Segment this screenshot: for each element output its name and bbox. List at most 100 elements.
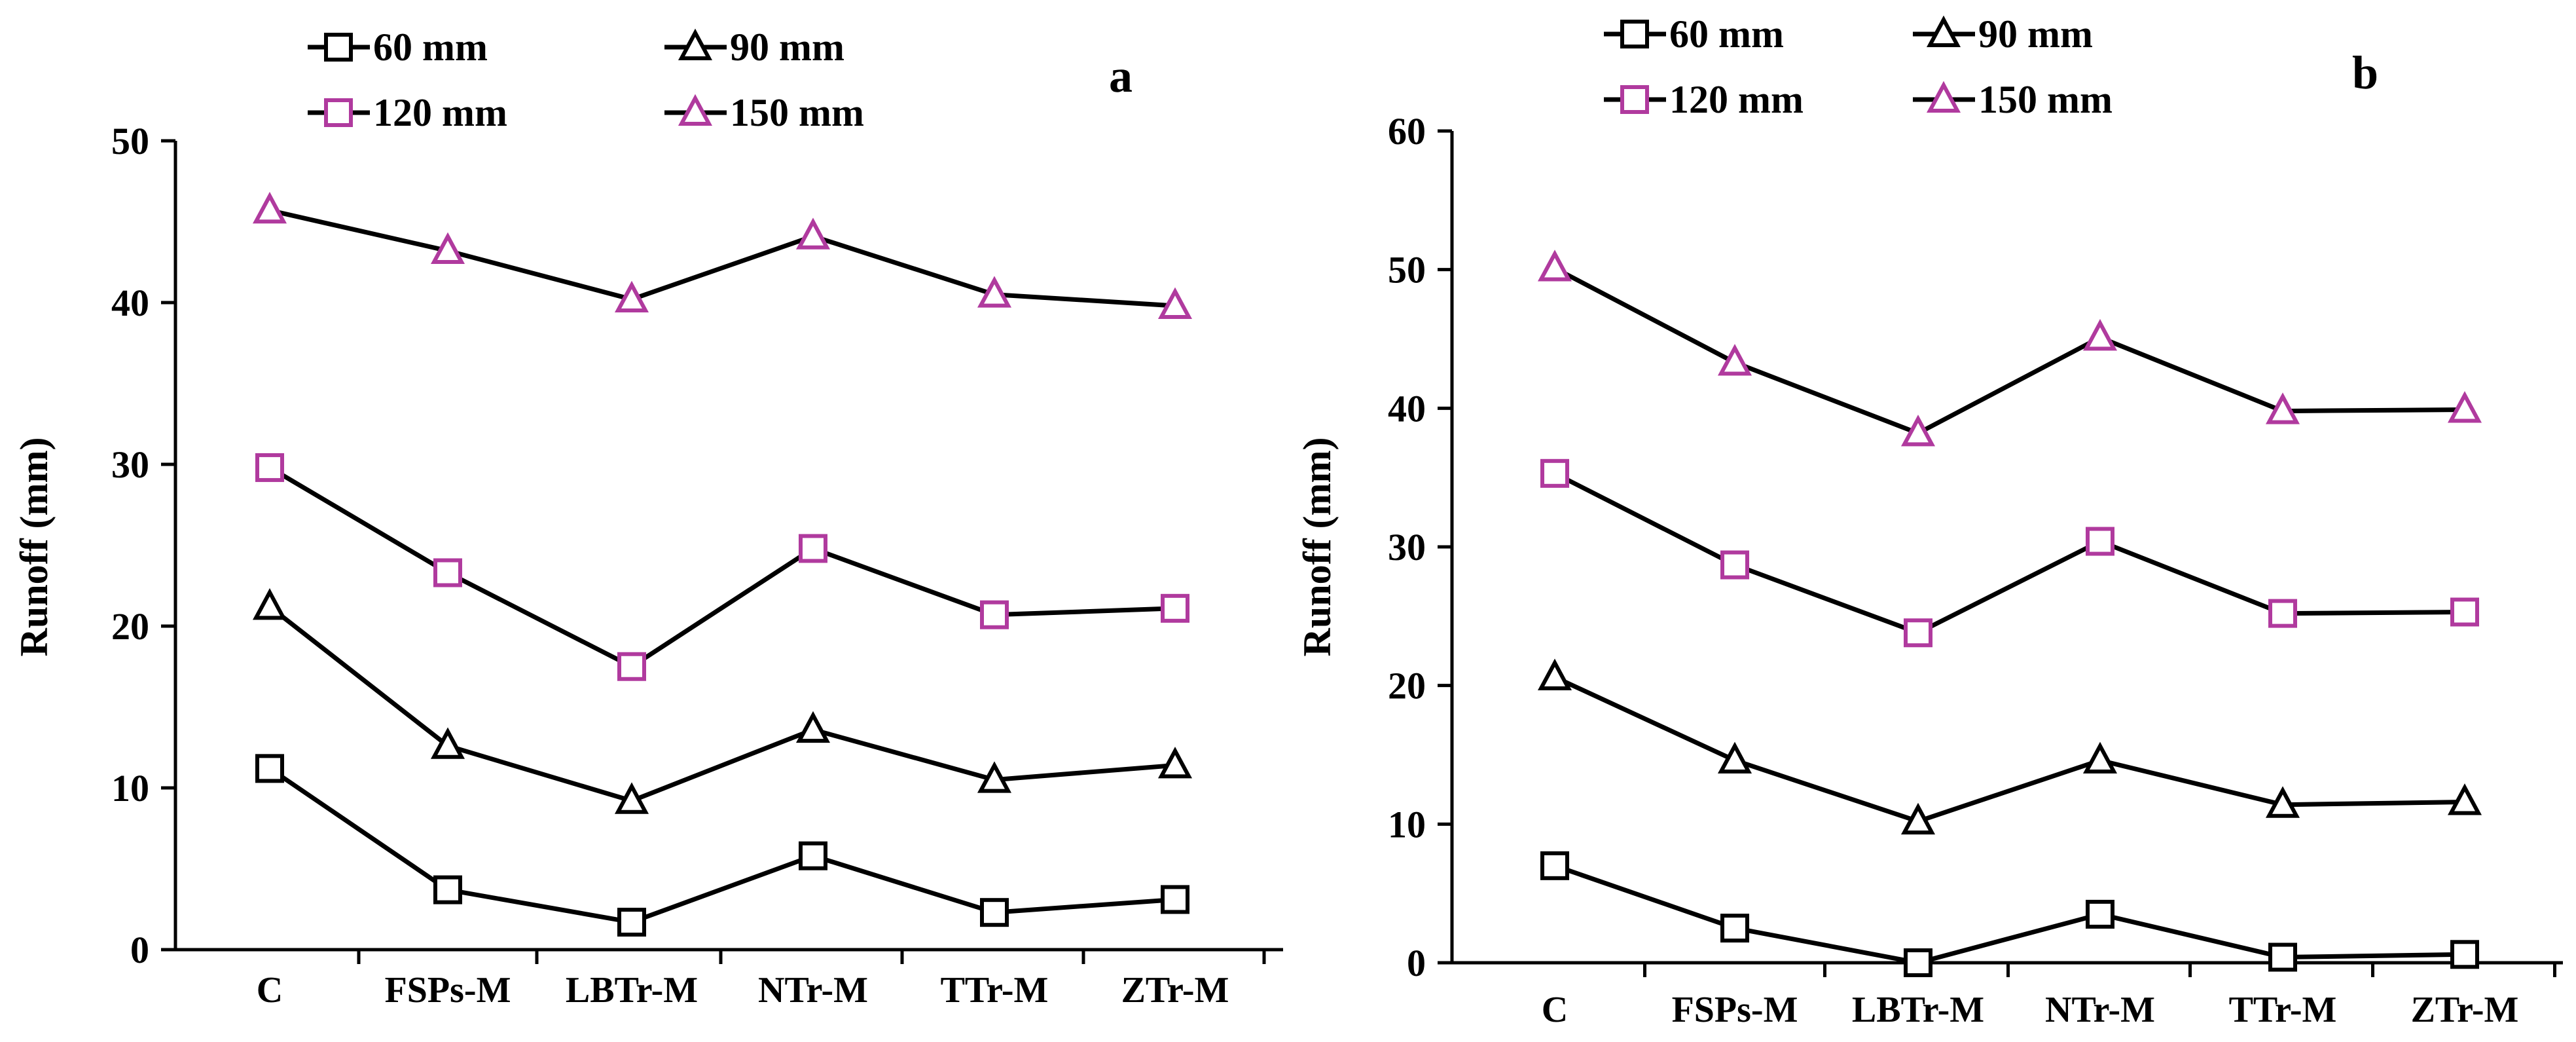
y-tick-label: 40 <box>111 282 149 324</box>
data-point-60-mm <box>799 841 827 870</box>
data-point-150-mm <box>2265 392 2300 424</box>
x-tick-label: NTr-M <box>2045 990 2155 1030</box>
series-line-120-mm <box>1553 471 2465 635</box>
chart-panel-b: 0 10 20 30 40 50 60 C FSPs-M LBTr-M NTr-M TTr-M ZTr-… <box>1296 12 2563 1030</box>
data-point-120-mm <box>799 534 827 563</box>
data-point-120-mm <box>1904 618 1932 648</box>
data-point-150-mm <box>2447 391 2482 423</box>
y-tick-label: 30 <box>111 443 149 486</box>
y-tick-label: 40 <box>1388 387 1426 430</box>
y-tick-label: 0 <box>130 929 149 971</box>
data-point-90-mm <box>614 782 649 814</box>
y-tick-label: 60 <box>1388 110 1426 153</box>
series-line-90-mm <box>1553 675 2465 824</box>
data-point-150-mm <box>1537 250 1572 282</box>
y-tick-label: 30 <box>1388 526 1426 568</box>
series-line-60-mm <box>268 766 1176 925</box>
legend-label: 60 mm <box>1669 12 1784 56</box>
data-point-90-mm <box>1717 741 1752 773</box>
y-tick-label: 20 <box>1388 665 1426 707</box>
data-point-150-mm <box>795 217 831 250</box>
y-tick-label: 0 <box>1407 942 1426 984</box>
data-point-120-mm <box>2268 599 2297 628</box>
data-point-60-mm <box>1904 948 1932 977</box>
y-axis-label: Runoff (mm) <box>12 437 56 657</box>
data-point-60-mm <box>2086 899 2114 929</box>
data-point-150-mm <box>430 232 465 264</box>
data-point-120-mm <box>433 558 462 587</box>
y-tick-label: 10 <box>1388 803 1426 846</box>
x-tick-label: FSPs-M <box>385 970 511 1011</box>
data-point-150-mm <box>1157 287 1193 319</box>
data-point-60-mm <box>433 875 462 904</box>
data-point-120-mm <box>617 652 646 681</box>
data-point-90-mm <box>977 761 1012 793</box>
data-point-150-mm <box>252 191 287 224</box>
legend-marker <box>678 28 713 60</box>
chart-panel-a: 0 10 20 30 40 50 C FSPs-M LBTr-M NTr-M TTr-M ZTr-M R… <box>12 26 1283 1011</box>
data-point-90-mm <box>1900 802 1936 835</box>
legend-marker <box>1620 85 1649 114</box>
data-point-90-mm <box>795 711 831 743</box>
series-line-150-mm <box>1553 266 2465 436</box>
data-point-90-mm <box>1537 658 1572 690</box>
x-tick-label: TTr-M <box>941 970 1049 1011</box>
x-tick-label: LBTr-M <box>566 970 698 1011</box>
y-tick-label: 20 <box>111 605 149 648</box>
data-point-60-mm <box>255 754 284 783</box>
data-point-120-mm <box>1540 458 1569 488</box>
data-point-150-mm <box>1900 415 1936 447</box>
legend-label: 90 mm <box>1978 12 2093 56</box>
x-tick-label: C <box>1542 990 1568 1030</box>
x-tick-label: FSPs-M <box>1672 990 1798 1030</box>
legend-marker <box>1620 20 1649 48</box>
data-point-60-mm <box>980 898 1009 927</box>
data-point-90-mm <box>2265 786 2300 818</box>
data-point-60-mm <box>1720 914 1749 943</box>
legend-marker <box>678 94 713 126</box>
series-line-60-mm <box>1553 863 2465 965</box>
x-tick-label: LBTr-M <box>1852 990 1984 1030</box>
data-point-60-mm <box>2450 940 2479 969</box>
x-tick-label: ZTr-M <box>1121 970 1229 1011</box>
data-point-150-mm <box>2082 319 2118 351</box>
y-tick-label: 10 <box>111 767 149 809</box>
y-tick-label: 50 <box>111 120 149 162</box>
data-point-90-mm <box>252 588 287 620</box>
data-point-90-mm <box>1157 747 1193 779</box>
panel-label: b <box>2352 47 2378 99</box>
series-line-120-mm <box>268 465 1176 669</box>
legend-marker <box>324 33 353 62</box>
data-point-60-mm <box>1540 851 1569 880</box>
legend-marker <box>1926 15 1961 47</box>
x-tick-label: ZTr-M <box>2411 990 2519 1030</box>
legend-label: 150 mm <box>1978 78 2113 121</box>
panel-label: a <box>1109 50 1133 102</box>
data-point-60-mm <box>617 908 646 937</box>
x-tick-label: TTr-M <box>2229 990 2337 1030</box>
series-line-150-mm <box>269 208 1176 308</box>
data-point-60-mm <box>2268 942 2297 972</box>
legend-label: 90 mm <box>730 26 844 69</box>
data-point-120-mm <box>2450 597 2479 627</box>
legend-marker <box>1926 81 1961 113</box>
data-point-150-mm <box>614 280 649 313</box>
data-point-60-mm <box>1161 885 1189 914</box>
legend-label: 120 mm <box>373 91 507 134</box>
data-point-120-mm <box>1720 550 1749 580</box>
data-point-90-mm <box>2447 783 2482 815</box>
data-point-90-mm <box>2082 741 2118 773</box>
data-point-120-mm <box>255 453 284 482</box>
data-point-150-mm <box>977 276 1012 308</box>
legend-label: 120 mm <box>1669 78 1804 121</box>
y-tick-label: 50 <box>1388 249 1426 291</box>
y-axis-label: Runoff (mm) <box>1296 437 1339 657</box>
legend-label: 150 mm <box>730 91 864 134</box>
legend-marker <box>324 98 353 127</box>
legend-label: 60 mm <box>373 26 488 69</box>
data-point-120-mm <box>980 600 1009 629</box>
series-line-90-mm <box>268 605 1176 804</box>
data-point-120-mm <box>2086 527 2114 556</box>
data-point-150-mm <box>1717 344 1752 376</box>
